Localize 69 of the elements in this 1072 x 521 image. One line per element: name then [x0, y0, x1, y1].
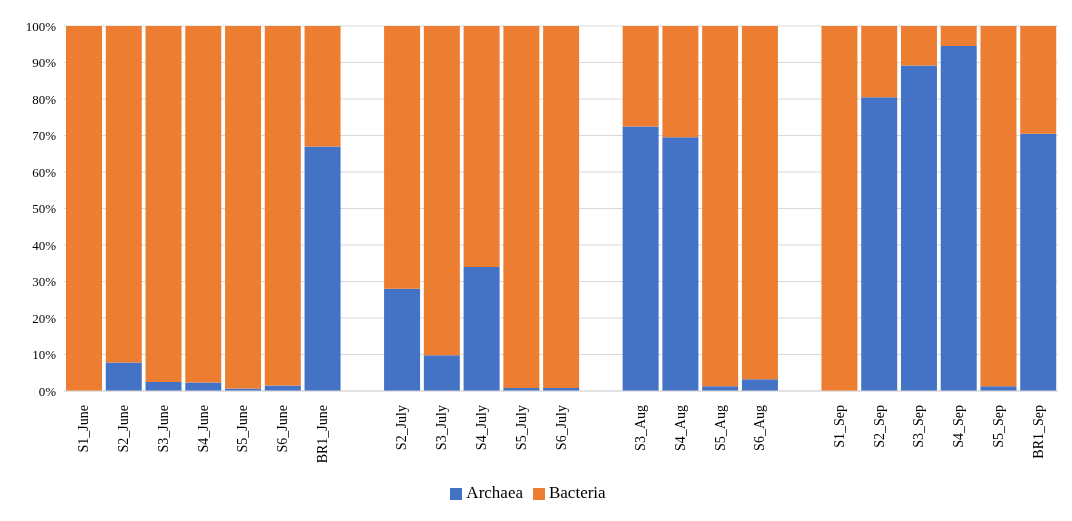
x-tick-label: S6_July — [553, 405, 569, 451]
y-tick-label: 50% — [32, 201, 57, 217]
bar — [185, 26, 222, 383]
x-tick-label: S3_July — [434, 405, 450, 451]
x-tick-label: S4_June — [195, 405, 211, 453]
x-tick-label: S1_Sep — [831, 405, 847, 448]
bar — [304, 146, 341, 391]
bar — [741, 26, 778, 380]
x-tick-label: S2_July — [394, 405, 410, 451]
bar — [662, 26, 699, 138]
bar — [423, 26, 460, 356]
bar — [543, 26, 580, 389]
bar — [384, 26, 421, 289]
bar — [66, 26, 102, 391]
bar — [1020, 26, 1057, 134]
bar — [900, 26, 937, 66]
x-tick-label: S2_Sep — [871, 405, 887, 448]
bar — [622, 26, 659, 127]
x-tick-label: S4_Aug — [672, 405, 688, 451]
x-tick-label: S5_June — [235, 405, 251, 453]
x-tick-label: BR1_Sep — [1030, 405, 1046, 459]
x-tick-label: S3_Aug — [633, 405, 649, 451]
bar — [304, 26, 341, 147]
x-tick-label: S6_Aug — [752, 405, 768, 451]
x-tick-label: S5_July — [513, 405, 529, 451]
y-tick-label: 20% — [32, 310, 57, 326]
x-tick-label: S5_Aug — [712, 405, 728, 451]
bar — [423, 355, 460, 391]
y-tick-label: 30% — [32, 274, 57, 290]
bar — [900, 65, 937, 391]
y-tick-label: 60% — [32, 164, 57, 180]
y-tick-label: 0% — [38, 383, 57, 399]
bar — [702, 26, 739, 387]
bar — [622, 126, 659, 391]
bar — [980, 26, 1017, 387]
bar — [741, 379, 778, 391]
bar — [861, 97, 898, 391]
bar — [940, 26, 977, 47]
x-tick-label: S3_June — [155, 405, 171, 453]
y-tick-label: 80% — [32, 91, 57, 107]
bar — [662, 137, 699, 391]
y-tick-label: 90% — [32, 55, 57, 71]
bar — [384, 288, 421, 391]
bar — [145, 26, 182, 382]
x-tick-label: S2_June — [116, 405, 132, 453]
y-tick-label: 100% — [25, 18, 57, 34]
y-tick-label: 40% — [32, 237, 57, 253]
y-tick-label: 10% — [32, 347, 57, 363]
bar — [861, 26, 898, 98]
bar — [821, 26, 858, 391]
x-tick-label: S4_Sep — [951, 405, 967, 448]
x-tick-label: BR1_June — [314, 405, 330, 464]
bar — [105, 26, 142, 363]
legend-label: Bacteria — [548, 483, 606, 502]
x-tick-label: S3_Sep — [911, 405, 927, 448]
bar — [225, 26, 262, 389]
bar — [940, 46, 977, 391]
x-tick-label: S5_Sep — [990, 405, 1006, 448]
x-tick-label: S4_July — [473, 405, 489, 451]
bar — [105, 362, 142, 391]
bar — [463, 26, 500, 267]
bar — [503, 26, 540, 389]
x-tick-label: S6_June — [275, 405, 291, 453]
y-tick-label: 70% — [32, 128, 57, 144]
x-tick-label: S1_June — [76, 405, 92, 453]
bar — [463, 266, 500, 391]
legend-label: Archaea — [466, 483, 523, 502]
bar — [1020, 133, 1057, 391]
bar — [264, 26, 301, 386]
